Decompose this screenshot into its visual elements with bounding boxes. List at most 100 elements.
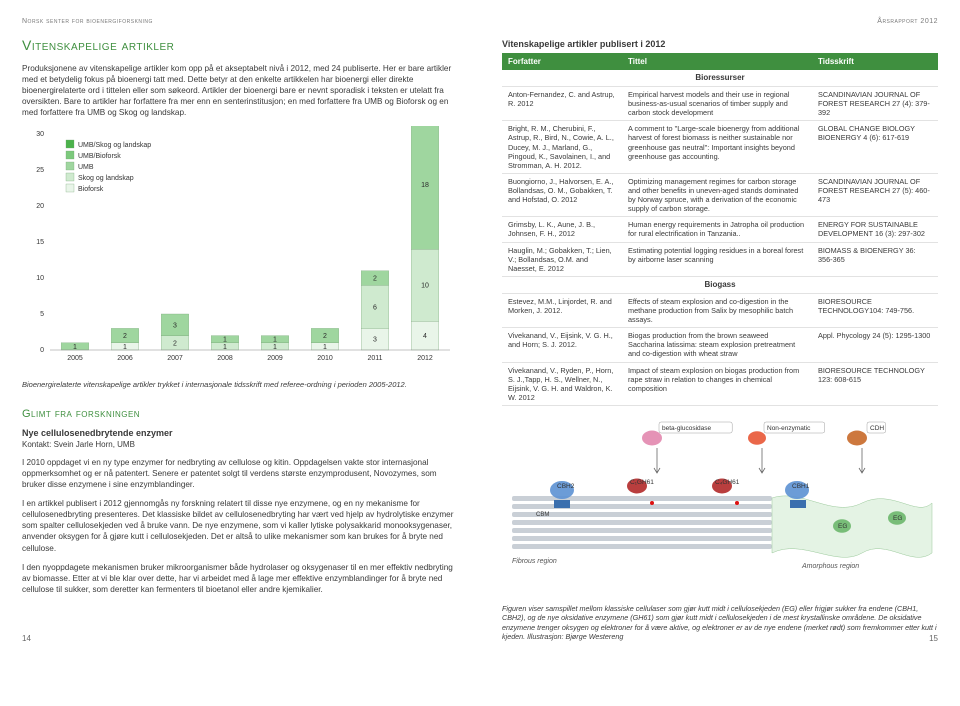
cell-title: Empirical harvest models and their use i…	[622, 87, 812, 121]
cell-journal: BIORESOURCE TECHNOLOGY104: 749-756.	[812, 293, 938, 327]
svg-text:2: 2	[323, 333, 327, 340]
svg-text:2: 2	[173, 341, 177, 348]
svg-text:2011: 2011	[367, 355, 382, 362]
cell-journal: SCANDINAVIAN JOURNAL OF FOREST RESEARCH …	[812, 173, 938, 216]
page-spread: Norsk senter for bioenergiforskning Vite…	[0, 0, 960, 651]
svg-text:1: 1	[223, 337, 227, 344]
svg-text:UMB/Bioforsk: UMB/Bioforsk	[78, 153, 121, 160]
table-row: Bright, R. M., Cherubini, F., Astrup, R.…	[502, 121, 938, 174]
svg-text:2010: 2010	[317, 355, 333, 362]
svg-text:CBH2: CBH2	[557, 483, 575, 490]
right-page: Årsrapport 2012 Vitenskapelige artikler …	[480, 0, 960, 651]
intro-paragraph: Produksjonene av vitenskapelige artikler…	[22, 63, 458, 118]
svg-text:4: 4	[423, 333, 427, 340]
cell-title: Optimizing management regimes for carbon…	[622, 173, 812, 216]
left-page: Norsk senter for bioenergiforskning Vite…	[0, 0, 480, 651]
svg-text:5: 5	[40, 311, 44, 318]
svg-text:EG: EG	[893, 515, 902, 522]
stacked-bar-chart: 0510152025301200512200623200711200811200…	[22, 126, 458, 376]
svg-text:2006: 2006	[117, 355, 133, 362]
running-head-left: Norsk senter for bioenergiforskning	[22, 18, 458, 25]
th-author: Forfatter	[502, 53, 622, 70]
table-group-header: Bioressurser	[502, 70, 938, 87]
cell-title: Estimating potential logging residues in…	[622, 242, 812, 276]
table-title: Vitenskapelige artikler publisert i 2012	[502, 39, 938, 49]
svg-text:CBH1: CBH1	[792, 483, 810, 490]
cell-journal: BIOMASS & BIOENERGY 36: 356-365	[812, 242, 938, 276]
cell-author: Anton-Fernandez, C. and Astrup, R. 2012	[502, 87, 622, 121]
glimt-heading: Glimt fra forskningen	[22, 408, 458, 420]
svg-text:3: 3	[173, 323, 177, 330]
table-row: Buongiorno, J., Halvorsen, E. A., Bollan…	[502, 173, 938, 216]
svg-text:2009: 2009	[267, 355, 283, 362]
svg-text:Skog og landskap: Skog og landskap	[78, 175, 134, 182]
th-title: Tittel	[622, 53, 812, 70]
cell-author: Grimsby, L. K., Aune, J. B., Johnsen, F.…	[502, 217, 622, 242]
svg-text:0: 0	[40, 347, 44, 354]
section-title: Vitenskapelige artikler	[22, 37, 458, 53]
cell-author: Vivekanand, V., Ryden, P., Horn, S. J.,T…	[502, 362, 622, 405]
enzymes-p1: I 2010 oppdaget vi en ny type enzymer fo…	[22, 457, 458, 490]
table-group-header: Biogass	[502, 276, 938, 293]
cell-author: Bright, R. M., Cherubini, F., Astrup, R.…	[502, 121, 622, 174]
running-head-right: Årsrapport 2012	[502, 18, 938, 25]
enzymes-heading: Nye cellulosenedbrytende enzymer	[22, 428, 458, 438]
svg-text:beta-glucosidase: beta-glucosidase	[662, 425, 712, 432]
svg-text:C₄GH61: C₄GH61	[715, 479, 740, 486]
table-row: Anton-Fernandez, C. and Astrup, R. 2012E…	[502, 87, 938, 121]
figure-caption: Figuren viser samspillet mellom klassisk…	[502, 604, 938, 641]
svg-text:Amorphous region: Amorphous region	[801, 563, 859, 570]
svg-text:UMB: UMB	[78, 164, 94, 171]
cell-author: Hauglin, M.; Gobakken, T.; Lien, V.; Bol…	[502, 242, 622, 276]
cell-author: Estevez, M.M., Linjordet, R. and Morken,…	[502, 293, 622, 327]
chart-caption: Bioenergirelaterte vitenskapelige artikl…	[22, 380, 458, 390]
table-row: Grimsby, L. K., Aune, J. B., Johnsen, F.…	[502, 217, 938, 242]
svg-text:2: 2	[123, 333, 127, 340]
svg-text:Bioforsk: Bioforsk	[78, 186, 104, 193]
cell-title: Effects of steam explosion and co-digest…	[622, 293, 812, 327]
table-row: Vivekanand, V., Eijsink, V. G. H., and H…	[502, 328, 938, 362]
table-row: Vivekanand, V., Ryden, P., Horn, S. J.,T…	[502, 362, 938, 405]
svg-text:Non-enzymatic: Non-enzymatic	[767, 425, 811, 432]
cell-author: Buongiorno, J., Halvorsen, E. A., Bollan…	[502, 173, 622, 216]
svg-text:18: 18	[421, 182, 429, 189]
svg-text:UMB/Skog og landskap: UMB/Skog og landskap	[78, 142, 151, 149]
svg-text:Fibrous region: Fibrous region	[512, 558, 557, 565]
svg-text:2012: 2012	[417, 355, 433, 362]
enzyme-figure: Fibrous region Amorphous region beta-gluco…	[502, 418, 938, 598]
cell-journal: ENERGY FOR SUSTAINABLE DEVELOPMENT 16 (3…	[812, 217, 938, 242]
publications-table: BioressurserAnton-Fernandez, C. and Astr…	[502, 70, 938, 406]
table-header-row: Forfatter Tittel Tidsskrift	[502, 53, 938, 70]
enzyme-diagram: Fibrous region Amorphous region beta-gluco…	[502, 418, 938, 598]
svg-text:15: 15	[36, 239, 44, 246]
svg-text:CDH: CDH	[870, 425, 884, 432]
svg-text:10: 10	[36, 275, 44, 282]
svg-text:EG: EG	[838, 523, 847, 530]
svg-text:10: 10	[421, 283, 429, 290]
svg-text:1: 1	[273, 337, 277, 344]
page-number-left: 14	[22, 634, 31, 643]
enzymes-p3: I den nyoppdagete mekanismen bruker mikr…	[22, 562, 458, 595]
svg-text:25: 25	[36, 167, 44, 174]
cell-title: A comment to "Large-scale bioenergy from…	[622, 121, 812, 174]
enzymes-contact: Kontakt: Svein Jarle Horn, UMB	[22, 440, 458, 449]
svg-text:20: 20	[36, 203, 44, 210]
svg-text:C₁GH61: C₁GH61	[630, 479, 654, 486]
cell-journal: BIORESOURCE TECHNOLOGY 123: 608-615	[812, 362, 938, 405]
cell-title: Biogas production from the brown seaweed…	[622, 328, 812, 362]
cell-author: Vivekanand, V., Eijsink, V. G. H., and H…	[502, 328, 622, 362]
svg-text:2007: 2007	[167, 355, 183, 362]
cell-journal: Appl. Phycology 24 (5): 1295-1300	[812, 328, 938, 362]
enzymes-p2: I en artikkel publisert i 2012 gjennomgå…	[22, 498, 458, 553]
svg-text:2005: 2005	[67, 355, 83, 362]
svg-text:CBM: CBM	[536, 512, 549, 518]
svg-text:6: 6	[373, 305, 377, 312]
page-number-right: 15	[929, 634, 938, 643]
th-journal: Tidsskrift	[812, 53, 938, 70]
cell-title: Impact of steam explosion on biogas prod…	[622, 362, 812, 405]
publications-chart: 0510152025301200512200623200711200811200…	[22, 126, 458, 376]
cell-journal: SCANDINAVIAN JOURNAL OF FOREST RESEARCH …	[812, 87, 938, 121]
cell-journal: GLOBAL CHANGE BIOLOGY BIOENERGY 4 (6): 6…	[812, 121, 938, 174]
svg-text:3: 3	[373, 337, 377, 344]
cell-title: Human energy requirements in Jatropha oi…	[622, 217, 812, 242]
